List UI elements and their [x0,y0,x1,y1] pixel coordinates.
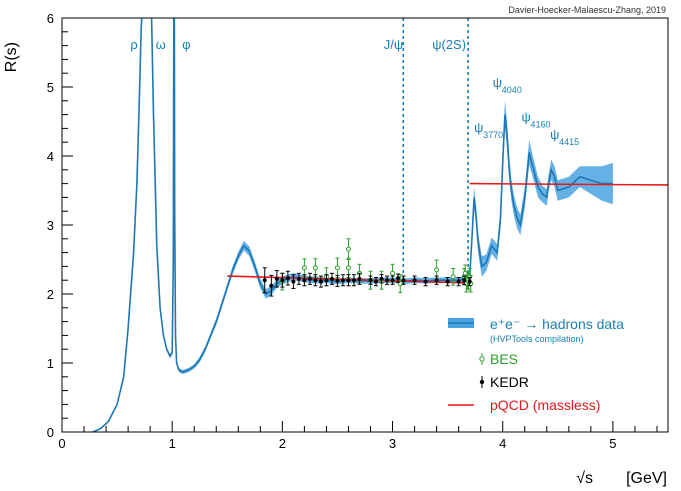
kedr-point [274,276,279,281]
charmonium-sub-4160: 4160 [530,120,550,130]
legend-data-label: e⁺e⁻ → hadrons data [490,316,624,332]
resonance-vlines [402,18,469,282]
points-layer [262,238,474,297]
kedr-point [462,278,467,283]
data-curve-layer [92,18,613,432]
y-tick-label-4: 4 [47,149,54,164]
y-tick-label-3: 3 [47,218,54,233]
bes-point [301,265,307,271]
kedr-point [368,278,373,283]
kedr-point [396,276,401,281]
kedr-point [423,279,428,284]
resonance-label-2: φ [182,37,190,52]
x-axis-label-sqrt: √s [576,470,593,487]
bes-point [312,265,318,271]
legend-kedr-label: KEDR [490,374,529,390]
kedr-point [346,278,351,283]
kedr-point [329,276,334,281]
bes-point [450,274,456,280]
charmonium-label-4040: ψ [493,75,502,90]
legend-kedr-marker [479,379,485,385]
x-tick-label-3: 3 [389,436,396,451]
x-tick-label-4: 4 [499,436,506,451]
x-tick-label-5: 5 [609,436,616,451]
kedr-point [340,278,345,283]
kedr-point [385,278,390,283]
y-tick-label-0: 0 [47,425,54,440]
kedr-point [269,283,274,288]
kedr-point [313,278,318,283]
legend-pqcd-label: pQCD (massless) [490,397,600,413]
resonance-label-1: ω [156,37,166,52]
charmonium-label-3770: ψ [474,120,483,135]
charmonium-sub-4415: 4415 [559,137,579,147]
data-band-layer [92,18,613,432]
charmonium-label-4415: ψ [550,127,559,142]
kedr-point [296,276,301,281]
charmonium-sub-3770: 3770 [483,130,503,140]
kedr-point [307,276,312,281]
data-curve-line [92,18,613,432]
kedr-point [285,276,290,281]
legend: e⁺e⁻ → hadrons data (HVPTools compilation… [448,316,624,413]
kedr-point [434,278,439,283]
kedr-point [351,278,356,283]
resonance-label-4: ψ(2S) [432,37,466,52]
kedr-point [335,278,340,283]
pqcd-line-high [469,182,668,186]
bes-point [434,267,440,273]
kedr-point [318,279,323,284]
bes-point [345,246,351,252]
kedr-point [467,279,472,284]
bes-point [345,265,351,271]
kedr-point [324,278,329,283]
x-axis-label-unit: [GeV] [626,470,667,487]
data-uncertainty-band [92,18,613,432]
x-tick-label-2: 2 [279,436,286,451]
legend-data-sublabel: (HVPTools compilation) [490,334,584,344]
kedr-point [379,276,384,281]
y-tick-label-1: 1 [47,356,54,371]
kedr-point [262,278,267,283]
kedr-point [374,279,379,284]
x-tick-label-0: 0 [58,436,65,451]
bes-point [390,270,396,276]
kedr-point [280,278,285,283]
kedr-point [302,278,307,283]
kedr-point [390,278,395,283]
kedr-point [456,279,461,284]
y-tick-label-5: 5 [47,80,54,95]
kedr-point [357,276,362,281]
y-tick-label-2: 2 [47,287,54,302]
kedr-point [412,278,417,283]
credit-text: Davier-Hoecker-Malaescu-Zhang, 2019 [508,5,666,15]
charmonium-label-4160: ψ [521,110,530,125]
kedr-point [291,279,296,284]
x-tick-label-1: 1 [169,436,176,451]
resonance-label-3: J/ψ [384,37,403,52]
y-axis-label: R(s) [3,42,20,72]
kedr-point [445,279,450,284]
axes-layer: 0 1 2 3 4 5 0 1 2 3 4 5 6 [47,11,658,451]
resonance-label-0: ρ [130,37,137,52]
bes-point [334,265,340,271]
charmonium-sub-4040: 4040 [502,85,522,95]
kedr-point [401,278,406,283]
y-tick-label-6: 6 [47,11,54,26]
legend-bes-marker [479,356,485,362]
legend-bes-label: BES [490,351,518,367]
